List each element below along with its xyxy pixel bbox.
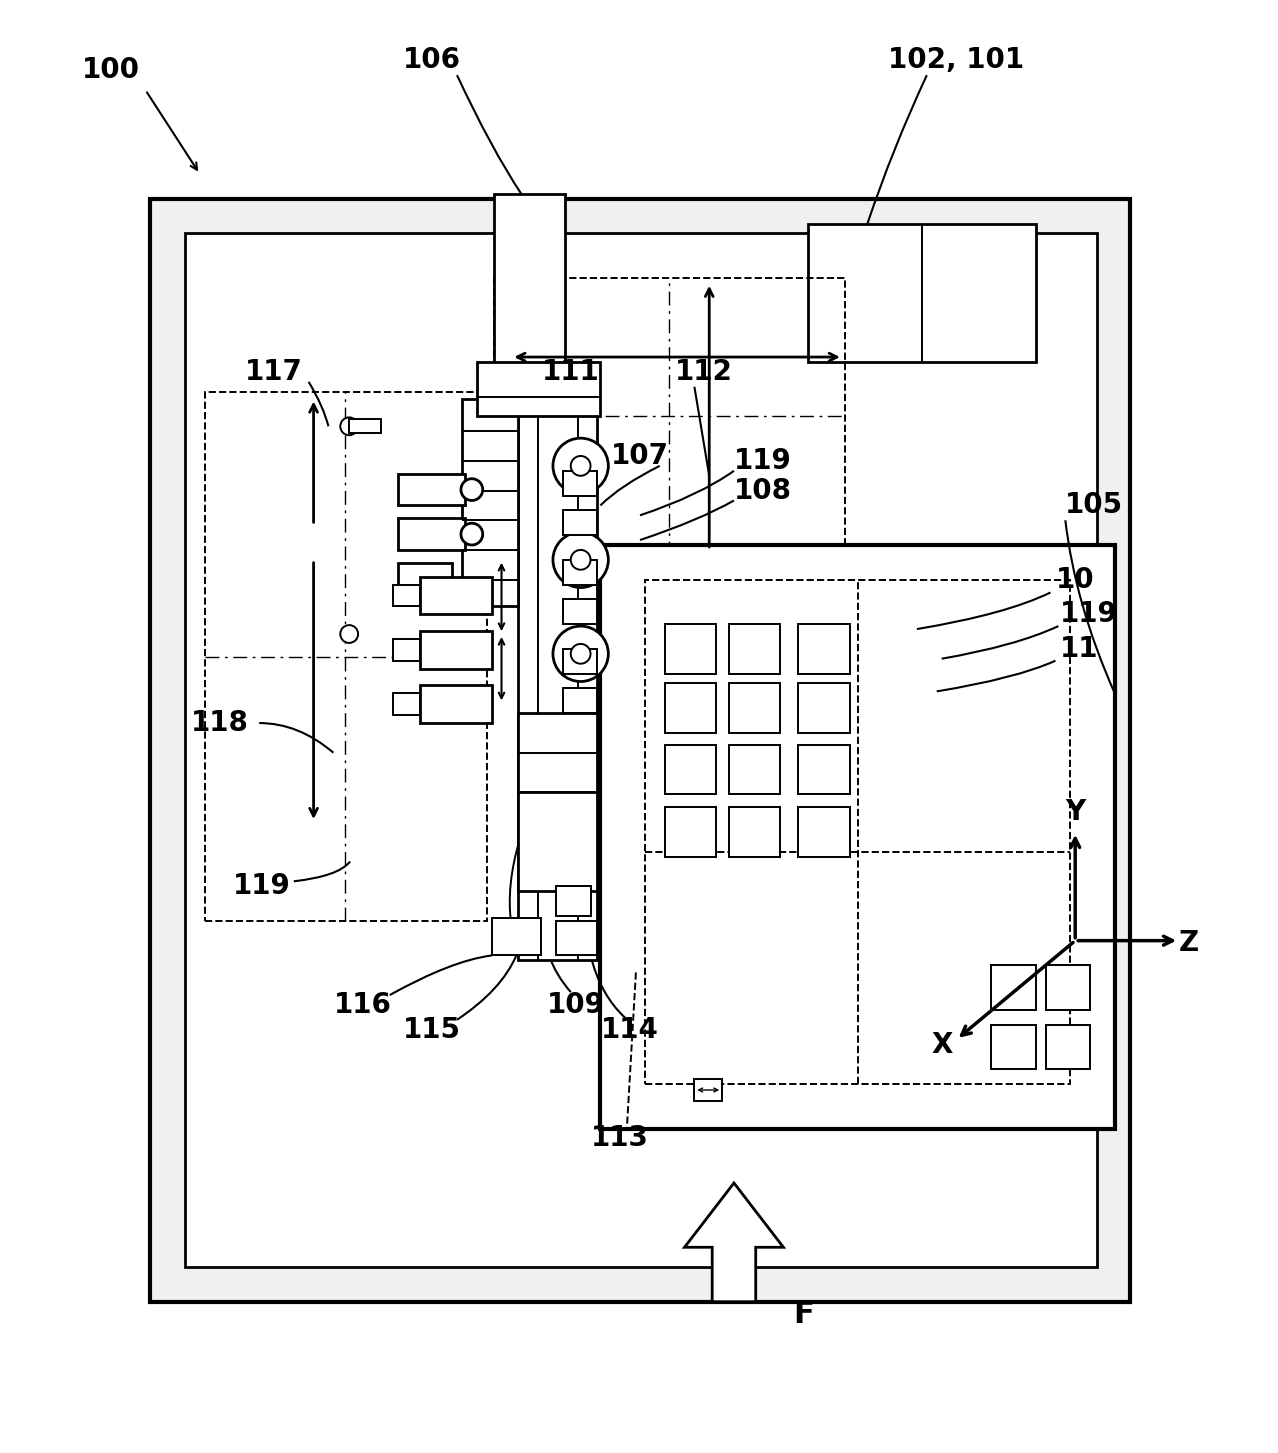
Text: 108: 108 bbox=[734, 477, 792, 504]
Bar bbox=[992, 965, 1035, 1010]
Bar bbox=[392, 584, 420, 606]
Bar bbox=[204, 392, 487, 921]
Circle shape bbox=[553, 532, 608, 587]
Bar bbox=[728, 683, 781, 732]
Text: 11: 11 bbox=[1061, 635, 1099, 663]
Bar bbox=[556, 921, 597, 956]
Text: 116: 116 bbox=[334, 991, 392, 1019]
Bar bbox=[392, 639, 420, 661]
Bar bbox=[519, 376, 597, 960]
Circle shape bbox=[461, 523, 483, 545]
Bar bbox=[420, 577, 492, 615]
Bar bbox=[420, 686, 492, 724]
Text: 105: 105 bbox=[1066, 491, 1123, 519]
Text: 114: 114 bbox=[601, 1016, 659, 1043]
Text: 111: 111 bbox=[542, 357, 599, 386]
Bar bbox=[1045, 1024, 1090, 1069]
Bar bbox=[562, 649, 597, 674]
Bar bbox=[992, 1024, 1035, 1069]
Bar bbox=[799, 745, 850, 795]
Bar bbox=[397, 519, 465, 549]
Bar bbox=[493, 278, 845, 555]
Bar bbox=[492, 918, 541, 956]
Circle shape bbox=[340, 625, 358, 642]
Circle shape bbox=[553, 439, 608, 494]
Bar bbox=[562, 600, 597, 625]
Bar bbox=[477, 362, 601, 417]
Bar bbox=[665, 625, 716, 674]
Bar bbox=[519, 713, 597, 792]
Text: 100: 100 bbox=[82, 57, 139, 84]
Bar bbox=[665, 683, 716, 732]
Bar bbox=[519, 792, 597, 891]
Text: 106: 106 bbox=[404, 46, 461, 74]
Bar bbox=[392, 693, 420, 715]
Circle shape bbox=[461, 478, 483, 500]
Bar bbox=[556, 886, 590, 915]
Circle shape bbox=[571, 644, 590, 664]
Text: 10: 10 bbox=[1056, 565, 1094, 594]
Bar bbox=[185, 234, 1097, 1267]
Bar bbox=[493, 193, 565, 382]
Text: 107: 107 bbox=[611, 442, 668, 469]
Bar bbox=[728, 806, 781, 857]
Circle shape bbox=[553, 626, 608, 681]
Bar bbox=[665, 806, 716, 857]
Bar bbox=[645, 580, 1070, 1084]
Bar bbox=[808, 224, 1035, 362]
Bar bbox=[799, 625, 850, 674]
Text: 102, 101: 102, 101 bbox=[888, 46, 1025, 74]
Bar bbox=[728, 625, 781, 674]
Text: 119: 119 bbox=[1061, 600, 1118, 628]
Bar bbox=[397, 474, 465, 506]
Circle shape bbox=[571, 456, 590, 475]
Text: 119: 119 bbox=[234, 872, 291, 901]
Bar bbox=[562, 559, 597, 584]
Circle shape bbox=[571, 549, 590, 570]
Bar bbox=[461, 398, 519, 606]
Bar bbox=[799, 683, 850, 732]
Bar bbox=[728, 745, 781, 795]
Text: F: F bbox=[792, 1300, 814, 1329]
Bar bbox=[799, 806, 850, 857]
Bar bbox=[562, 471, 597, 495]
Polygon shape bbox=[685, 1183, 783, 1302]
Text: 119: 119 bbox=[734, 448, 791, 475]
Circle shape bbox=[340, 417, 358, 436]
Text: 109: 109 bbox=[547, 991, 604, 1019]
Bar bbox=[151, 199, 1130, 1302]
Bar bbox=[562, 510, 597, 535]
Bar bbox=[601, 545, 1114, 1129]
Text: 113: 113 bbox=[592, 1125, 649, 1152]
Text: X: X bbox=[930, 1030, 952, 1058]
Text: 118: 118 bbox=[190, 709, 248, 737]
Bar bbox=[694, 1080, 722, 1101]
Text: 112: 112 bbox=[675, 357, 734, 386]
Bar bbox=[397, 562, 452, 594]
Text: 117: 117 bbox=[245, 357, 303, 386]
Bar bbox=[349, 420, 381, 433]
Bar bbox=[562, 689, 597, 713]
Bar bbox=[665, 745, 716, 795]
Text: Z: Z bbox=[1178, 928, 1199, 956]
Text: Y: Y bbox=[1065, 798, 1085, 827]
Bar bbox=[420, 631, 492, 668]
Text: 115: 115 bbox=[404, 1016, 461, 1043]
Bar bbox=[1045, 965, 1090, 1010]
